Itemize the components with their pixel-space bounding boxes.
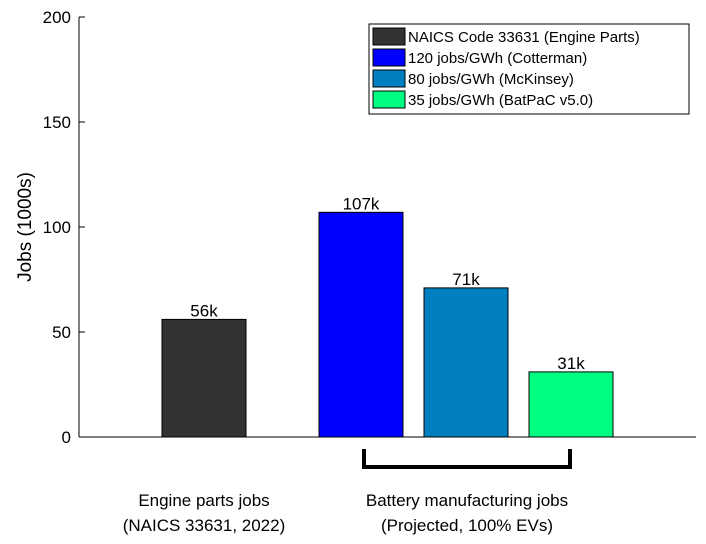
group-label-engine-line1: Engine parts jobs	[138, 491, 269, 510]
y-axis-ticks: 0 50 100 150 200	[43, 8, 85, 447]
y-tick-label: 100	[43, 218, 71, 237]
y-tick-label: 200	[43, 8, 71, 27]
data-labels: 56k 107k 71k 31k	[190, 194, 585, 373]
legend-entry-label: NAICS Code 33631 (Engine Parts)	[408, 29, 640, 46]
y-tick-label: 150	[43, 113, 71, 132]
bar	[423, 287, 509, 438]
legend-swatch	[372, 27, 406, 46]
bar	[318, 211, 404, 438]
y-tick-label: 50	[52, 323, 71, 342]
group-label-battery-line2: (Projected, 100% EVs)	[381, 516, 553, 535]
legend-swatch	[372, 48, 406, 67]
bar	[161, 318, 247, 438]
bars	[161, 211, 614, 438]
legend-entry-label: 120 jobs/GWh (Cotterman)	[408, 50, 587, 67]
legend-entry-label: 35 jobs/GWh (BatPaC v5.0)	[408, 92, 593, 109]
bar-value-label: 71k	[452, 270, 480, 289]
group-label-battery-line1: Battery manufacturing jobs	[366, 491, 568, 510]
bar-value-label: 56k	[190, 301, 218, 320]
group-label-engine-line2: (NAICS 33631, 2022)	[123, 516, 286, 535]
y-tick-label: 0	[62, 428, 71, 447]
legend: NAICS Code 33631 (Engine Parts) 120 jobs/…	[368, 23, 690, 115]
bar-value-label: 31k	[557, 354, 585, 373]
legend-box	[368, 23, 690, 115]
bar	[528, 371, 614, 438]
legend-swatch	[372, 69, 406, 88]
bar-value-label: 107k	[343, 194, 380, 213]
battery-group-bracket	[362, 449, 572, 469]
y-axis-title: Jobs (1000s)	[15, 172, 36, 282]
legend-entry-label: 80 jobs/GWh (McKinsey)	[408, 71, 574, 88]
legend-swatch	[372, 90, 406, 109]
